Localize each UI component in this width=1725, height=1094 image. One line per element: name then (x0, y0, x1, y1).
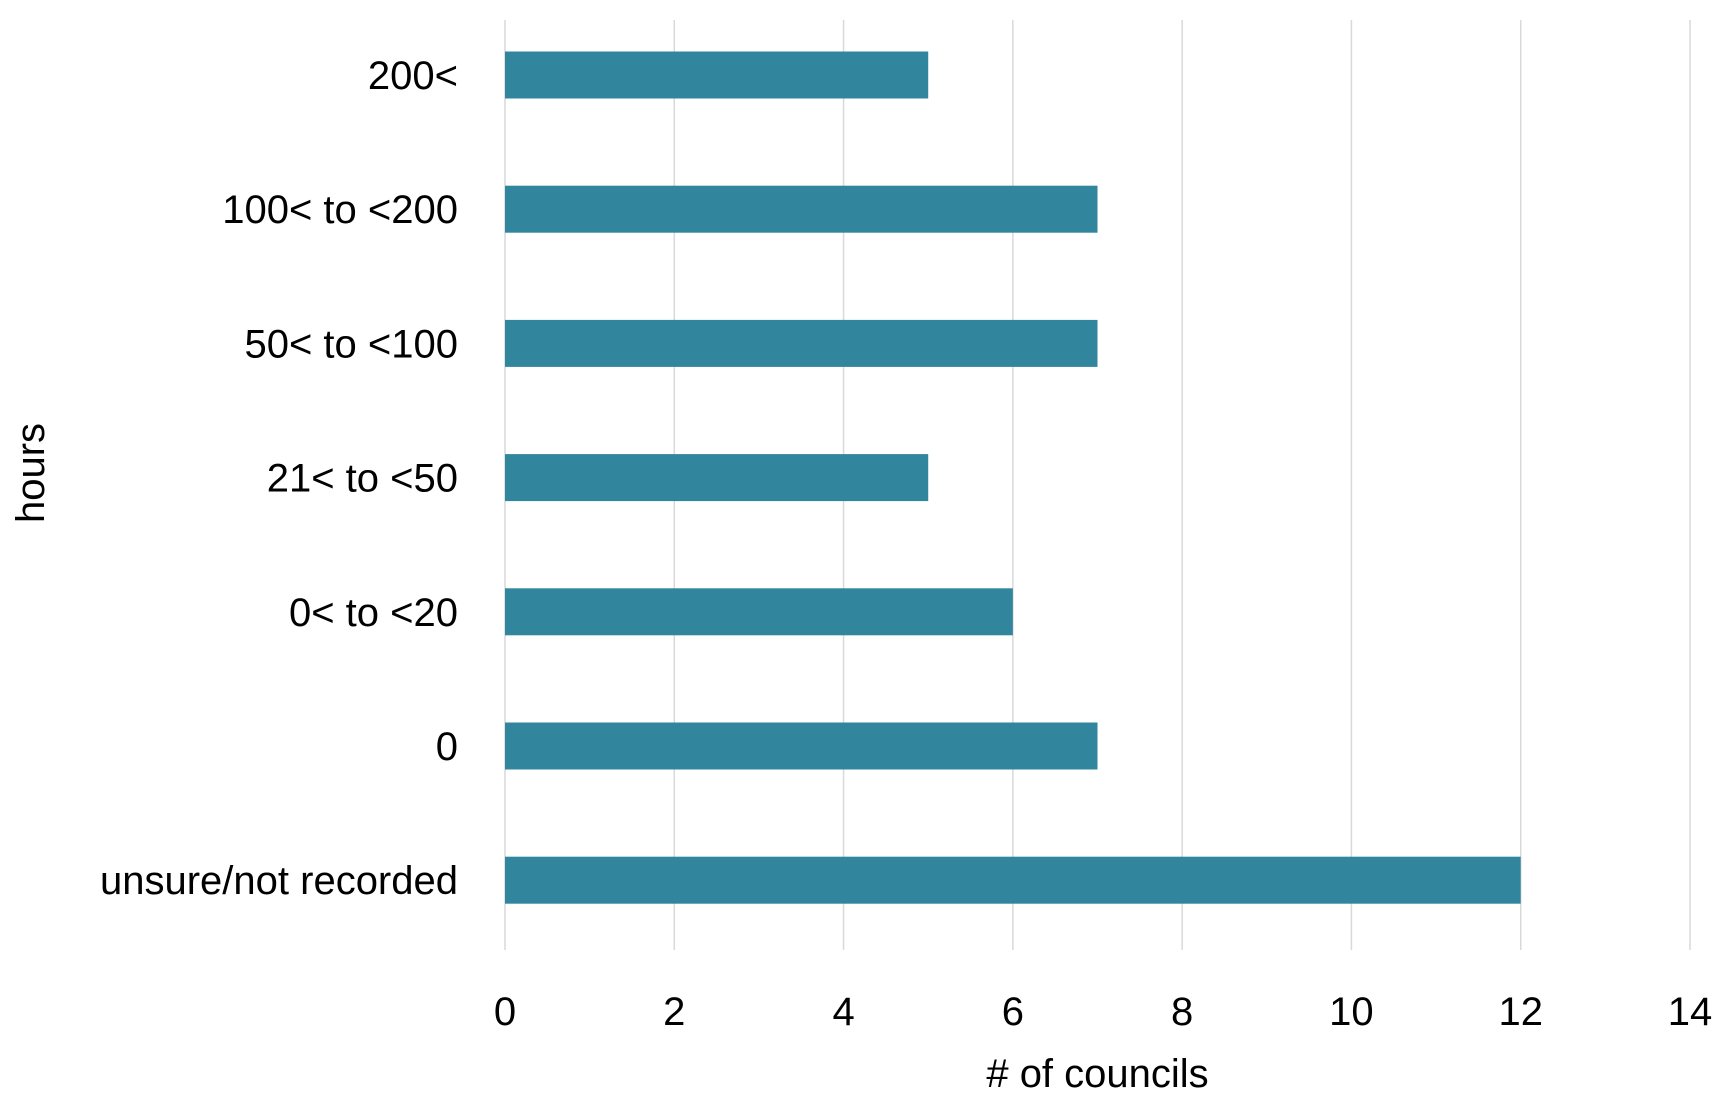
x-tick-label-4: 4 (832, 990, 854, 1034)
category-label-6: unsure/not recorded (100, 859, 458, 903)
bars (505, 51, 1521, 904)
bar-5 (505, 722, 1098, 770)
category-label-4: 0< to <20 (289, 591, 458, 635)
category-label-3: 21< to <50 (267, 457, 458, 501)
x-tick-label-0: 0 (494, 990, 516, 1034)
bar-3 (505, 454, 929, 502)
bar-6 (505, 856, 1521, 904)
bar-4 (505, 588, 1013, 636)
category-label-1: 100< to <200 (222, 188, 458, 232)
category-label-0: 200< (368, 54, 458, 98)
bar-0 (505, 51, 929, 99)
x-tick-label-2: 2 (663, 990, 685, 1034)
x-tick-labels: 0 2 4 6 8 10 12 14 (494, 990, 1712, 1034)
y-axis-title: hours (9, 423, 53, 523)
category-label-2: 50< to <100 (244, 322, 458, 366)
x-tick-label-8: 8 (1171, 990, 1193, 1034)
category-labels: 200< 100< to <200 50< to <100 21< to <50 0< … (100, 54, 458, 903)
x-tick-label-10: 10 (1329, 990, 1374, 1034)
category-label-5: 0 (436, 725, 458, 769)
x-tick-label-14: 14 (1668, 990, 1713, 1034)
x-tick-label-12: 12 (1498, 990, 1543, 1034)
x-axis-title: # of councils (986, 1052, 1208, 1094)
bar-1 (505, 185, 1098, 233)
x-tick-label-6: 6 (1002, 990, 1024, 1034)
bar-2 (505, 319, 1098, 367)
